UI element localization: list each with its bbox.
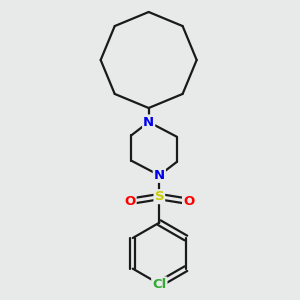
Text: Cl: Cl [152, 278, 166, 290]
Text: N: N [143, 116, 154, 128]
Text: N: N [154, 169, 165, 182]
Text: O: O [183, 195, 194, 208]
Text: O: O [124, 195, 136, 208]
Text: S: S [154, 190, 164, 203]
